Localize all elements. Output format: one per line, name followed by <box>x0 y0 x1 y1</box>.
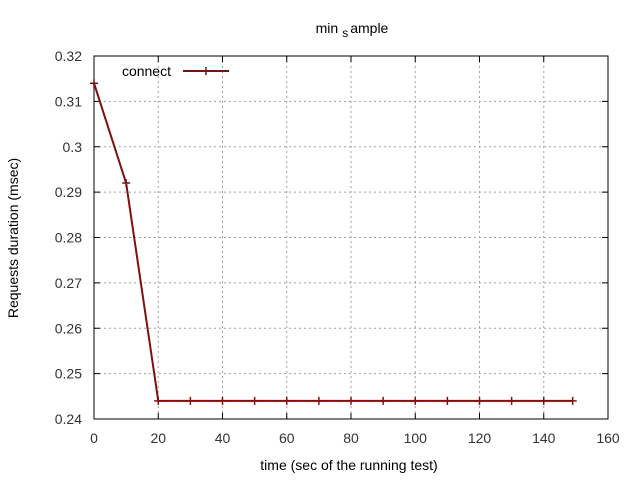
data-point-marker <box>568 396 577 405</box>
chart-title-part-2: s <box>342 26 348 40</box>
y-tick-label: 0.25 <box>55 366 82 382</box>
data-point-marker <box>90 79 98 88</box>
legend-label: connect <box>122 63 171 79</box>
data-point-marker <box>282 396 291 405</box>
x-tick-label: 20 <box>150 430 166 446</box>
data-point-marker <box>122 179 131 188</box>
x-tick-label: 40 <box>215 430 231 446</box>
y-tick-label: 0.31 <box>55 93 82 109</box>
x-axis-label: time (sec of the running test) <box>260 457 437 473</box>
grid <box>94 56 608 419</box>
data-point-marker <box>186 396 195 405</box>
series-line <box>93 82 573 402</box>
x-tick-label: 160 <box>596 430 620 446</box>
series <box>90 79 577 405</box>
data-point-marker <box>507 396 516 405</box>
chart-title-part-1: min <box>316 20 339 36</box>
y-tick-label: 0.32 <box>55 48 82 64</box>
y-tick-label: 0.29 <box>55 184 82 200</box>
y-tick-label: 0.27 <box>55 275 82 291</box>
x-tick-label: 60 <box>279 430 295 446</box>
y-tick-label: 0.28 <box>55 230 82 246</box>
y-tick-label: 0.26 <box>55 320 82 336</box>
legend: connect <box>122 63 229 79</box>
data-point-marker <box>379 396 388 405</box>
legend-marker <box>202 67 210 75</box>
data-point-marker <box>314 396 323 405</box>
data-point-marker <box>347 396 355 405</box>
data-point-marker <box>250 396 259 405</box>
x-tick-label: 80 <box>343 430 359 446</box>
x-tick-label: 140 <box>532 430 556 446</box>
x-tick-label: 100 <box>404 430 428 446</box>
chart-title-part-3: ample <box>350 20 388 36</box>
data-point-marker <box>443 396 452 405</box>
x-tick-label: 120 <box>468 430 492 446</box>
y-tick-label: 0.24 <box>55 411 82 427</box>
data-point-marker <box>539 396 548 405</box>
data-point-marker <box>218 396 227 405</box>
x-tick-label: 0 <box>90 430 98 446</box>
data-point-marker <box>154 396 163 405</box>
chart-title: min s ample <box>316 20 389 40</box>
ticks: 0 20 40 60 80 100 120 140 160 0.24 0.25 0.26 0.27 0.2… <box>55 48 620 446</box>
y-axis-label: Requests duration (msec) <box>5 158 21 318</box>
data-point-marker <box>475 396 484 405</box>
data-point-marker <box>411 396 420 405</box>
y-tick-label: 0.3 <box>63 139 83 155</box>
